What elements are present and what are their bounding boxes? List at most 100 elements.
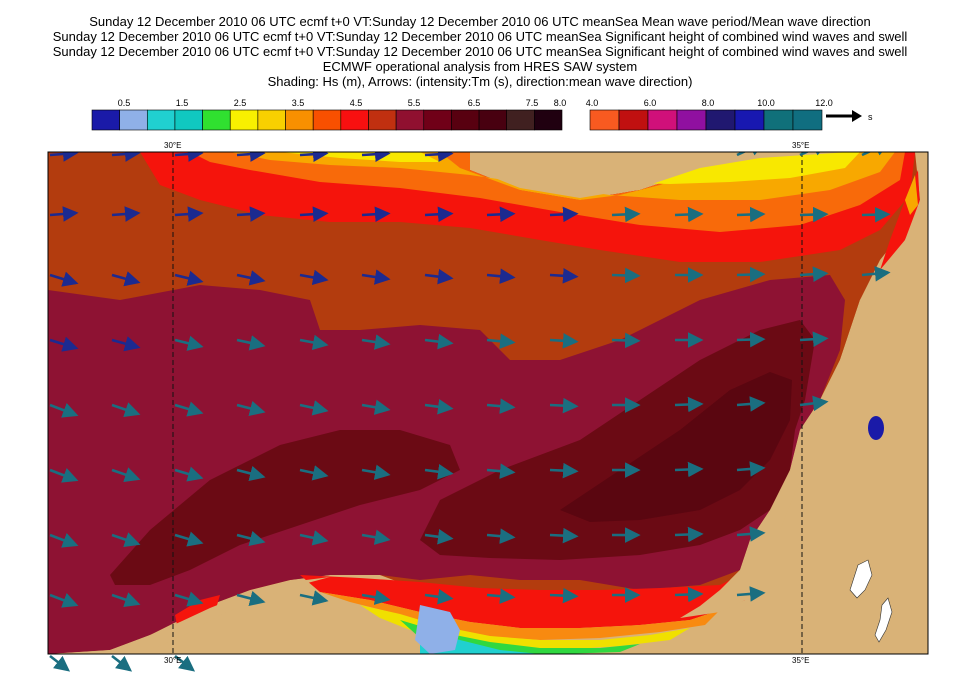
wave-arrow xyxy=(299,334,329,351)
wave-arrow xyxy=(799,395,829,412)
wave-arrow xyxy=(49,654,71,672)
wave-arrow xyxy=(174,591,204,607)
wave-arrow xyxy=(299,152,329,162)
wave-arrow xyxy=(799,152,829,157)
wave-arrow xyxy=(299,269,329,286)
wave-arrow xyxy=(236,270,266,286)
map-area xyxy=(48,152,928,654)
wave-arrow xyxy=(174,152,204,162)
wave-arrow xyxy=(549,462,579,479)
tm-legend-unit: s xyxy=(868,112,873,122)
wave-arrow xyxy=(861,206,891,223)
map-frame xyxy=(47,151,929,655)
hs-legend-label: 7.5 xyxy=(526,98,539,108)
wave-arrow xyxy=(549,206,579,223)
wave-arrow xyxy=(236,335,266,351)
wave-arrow xyxy=(424,206,454,223)
wave-arrow xyxy=(49,533,79,548)
tm-legend: 4.0 6.0 8.0 10.0 12.0 s xyxy=(586,98,873,131)
wave-arrow xyxy=(236,206,266,222)
wave-arrow xyxy=(549,333,579,349)
title-line-3: Sunday 12 December 2010 06 UTC ecmf t+0 … xyxy=(52,44,908,59)
wave-arrow xyxy=(424,152,454,163)
hs-legend-label: 3.5 xyxy=(292,98,305,108)
wave-arrow xyxy=(736,331,766,348)
wave-arrow xyxy=(299,530,329,546)
wave-arrow xyxy=(424,268,454,285)
wave-arrows xyxy=(49,152,891,608)
tm-legend-label: 10.0 xyxy=(757,98,775,108)
wave-arrow xyxy=(861,152,891,157)
wave-arrow xyxy=(174,654,196,672)
wave-arrow xyxy=(736,526,766,542)
wave-arrow xyxy=(49,336,79,352)
wave-arrow xyxy=(486,528,516,544)
wave-arrow xyxy=(111,654,133,672)
wave-arrow xyxy=(361,529,391,545)
sea-hs-south-orange xyxy=(320,592,720,640)
hs-legend-label: 8.0 xyxy=(554,98,567,108)
wave-arrow xyxy=(674,586,704,603)
wave-arrow xyxy=(486,398,516,414)
wave-arrow xyxy=(674,526,704,543)
wave-arrow xyxy=(299,590,329,606)
tm-legend-label: 12.0 xyxy=(815,98,833,108)
wave-arrow xyxy=(486,268,516,284)
wave-arrow xyxy=(49,403,79,418)
wave-arrow xyxy=(174,270,204,286)
wave-arrow xyxy=(236,590,266,607)
land-north-fill xyxy=(470,152,850,198)
wave-arrow xyxy=(424,528,454,545)
wave-arrow xyxy=(736,396,766,412)
wave-arrow xyxy=(111,152,141,162)
wave-arrow xyxy=(111,206,141,222)
wave-arrow xyxy=(611,332,641,349)
wave-arrow xyxy=(486,206,516,223)
title-line-1: Sunday 12 December 2010 06 UTC ecmf t+0 … xyxy=(89,14,871,29)
white-island xyxy=(849,559,873,599)
tm-legend-label: 8.0 xyxy=(702,98,715,108)
wave-arrow xyxy=(174,206,204,222)
wave-arrow xyxy=(174,335,204,351)
lon-label-35e-top: 35°E xyxy=(792,141,809,150)
sea-hs-south-cyan xyxy=(420,630,600,654)
sea-hs-coast-east-2 xyxy=(905,175,918,215)
title-line-4: ECMWF operational analysis from HRES SAW… xyxy=(322,59,638,74)
wave-arrow xyxy=(111,336,141,352)
hs-legend-swatch xyxy=(534,109,563,131)
hs-legend-label: 4.5 xyxy=(350,98,363,108)
wave-arrow xyxy=(299,465,329,481)
sea-hs-south-lightblue xyxy=(415,605,460,654)
wave-arrow xyxy=(736,266,766,283)
wave-arrow xyxy=(111,532,141,548)
lon-label-30e-top: 30°E xyxy=(164,141,181,150)
wave-arrow xyxy=(174,531,204,547)
wave-arrow xyxy=(111,271,141,287)
hs-legend-label: 0.5 xyxy=(118,98,131,108)
wave-arrow xyxy=(361,589,391,605)
wave-arrow xyxy=(361,334,391,350)
wave-arrow xyxy=(174,401,204,417)
wave-arrow xyxy=(861,266,891,282)
wave-arrow xyxy=(361,464,391,480)
wave-arrow xyxy=(424,333,454,350)
wave-arrow xyxy=(49,206,79,222)
wave-arrow xyxy=(799,266,829,282)
wave-arrow xyxy=(361,399,391,415)
wave-arrow xyxy=(49,152,79,162)
wave-arrow xyxy=(174,466,204,482)
wave-arrow xyxy=(236,465,266,482)
wave-arrow xyxy=(549,397,579,414)
lon-label-30e-bottom: 30°E xyxy=(164,656,181,665)
wave-arrow xyxy=(549,587,579,604)
wave-arrow xyxy=(424,463,454,480)
wave-arrow xyxy=(736,206,766,223)
wave-arrow xyxy=(549,527,579,544)
wave-arrow xyxy=(49,271,79,287)
wave-arrow xyxy=(236,400,266,417)
wave-arrow xyxy=(736,152,766,157)
hs-legend-label: 6.5 xyxy=(468,98,481,108)
wave-arrow xyxy=(674,206,704,223)
hs-legend-label: 2.5 xyxy=(234,98,247,108)
